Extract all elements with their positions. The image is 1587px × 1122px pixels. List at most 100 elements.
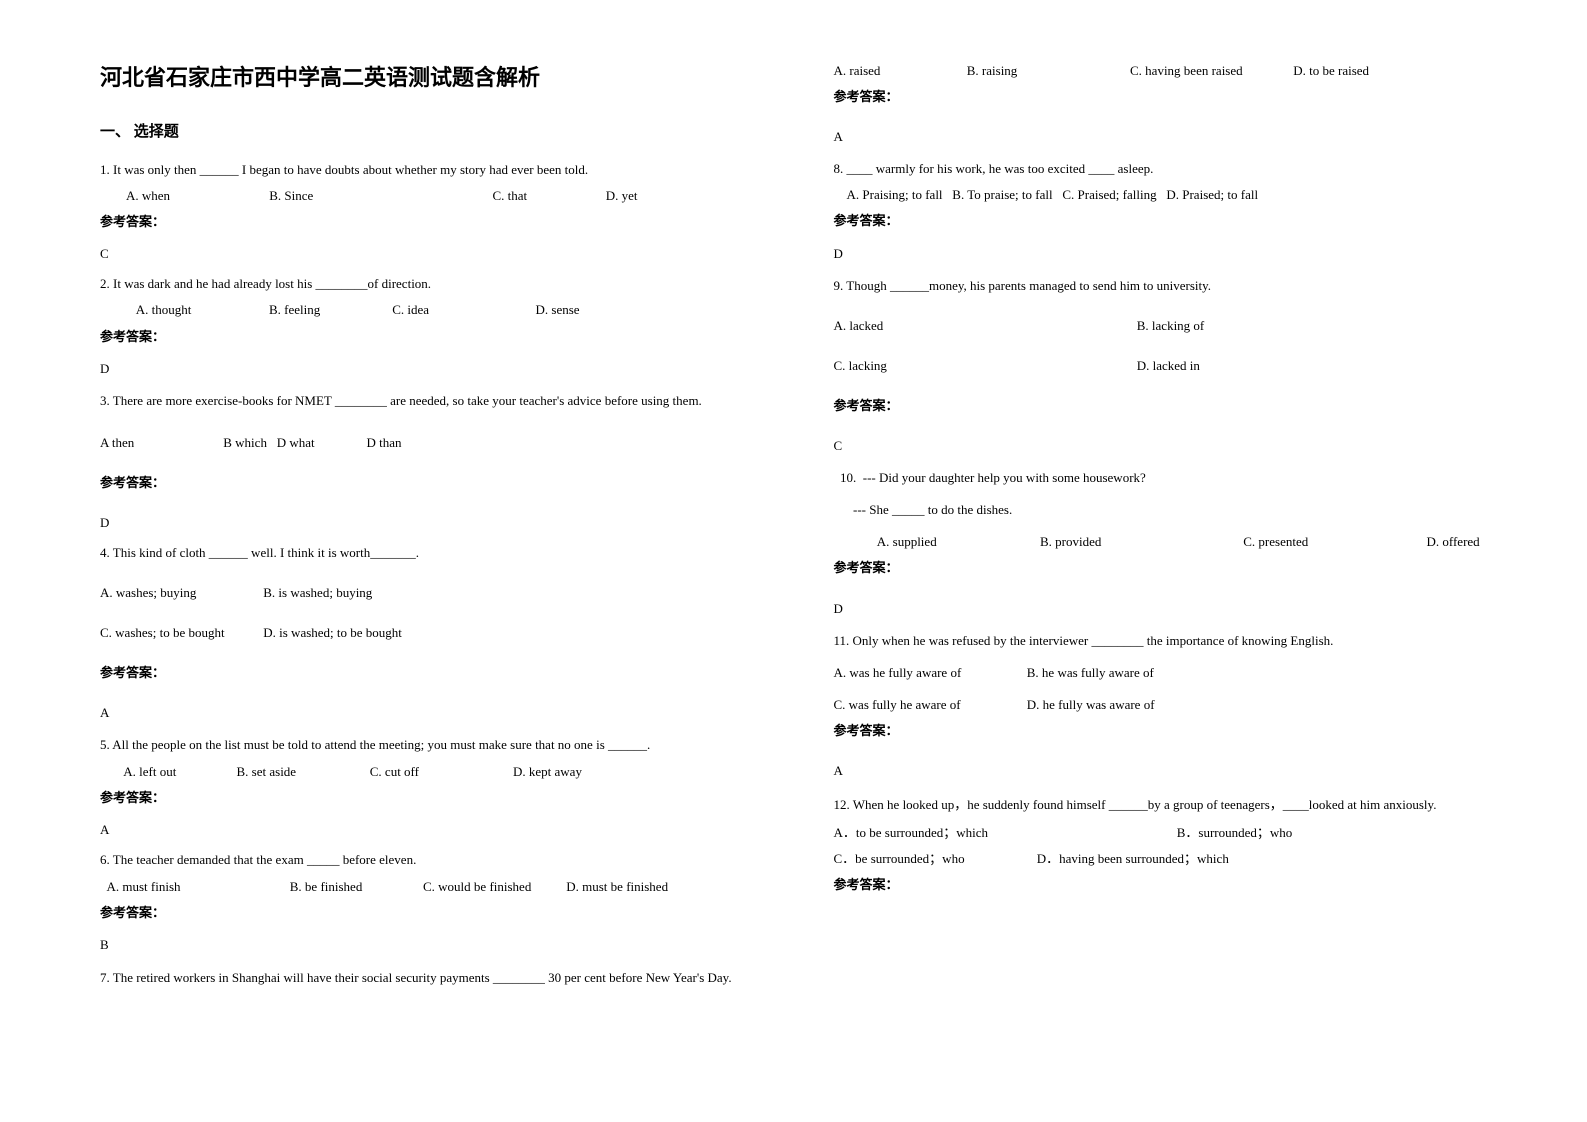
q4-opt-b: B. is washed; buying — [263, 582, 372, 604]
q5-answer-label: 参考答案： — [100, 787, 774, 809]
q1-options: A. when B. Since C. that D. yet — [100, 185, 774, 207]
q3-text: 3. There are more exercise-books for NME… — [100, 388, 774, 414]
q2-opt-c: C. idea — [392, 299, 532, 321]
q2-opt-d: D. sense — [536, 299, 580, 321]
q6-opt-a: A. must finish — [107, 876, 287, 898]
q10-answer-label: 参考答案： — [834, 557, 1508, 579]
q6-answer-label: 参考答案： — [100, 902, 774, 924]
q9-opt-d: D. lacked in — [1137, 355, 1200, 377]
q6-opt-b: B. be finished — [290, 876, 420, 898]
q8-options: A. Praising; to fall B. To praise; to fa… — [834, 184, 1508, 206]
q5-options: A. left out B. set aside C. cut off D. k… — [100, 761, 774, 783]
q2-answer: D — [100, 358, 774, 380]
q9-opt-c: C. lacking — [834, 355, 1134, 377]
q10-opt-d: D. offered — [1427, 531, 1480, 553]
q5-opt-b: B. set aside — [237, 761, 367, 783]
q8-answer-label: 参考答案： — [834, 210, 1508, 232]
q9-text: 9. Though ______money, his parents manag… — [834, 275, 1508, 297]
q5-opt-a: A. left out — [123, 761, 233, 783]
q12-row1: A．to be surrounded；which B．surrounded；wh… — [834, 822, 1508, 844]
q7-text: 7. The retired workers in Shanghai will … — [100, 964, 774, 993]
q12-row2: C．be surrounded；who D．having been surrou… — [834, 848, 1508, 870]
q3-opt-b: B which D what — [223, 432, 363, 454]
q2-text: 2. It was dark and he had already lost h… — [100, 273, 774, 295]
q3-opt-d: D than — [367, 432, 402, 454]
q12-text: 12. When he looked up，he suddenly found … — [834, 792, 1508, 818]
page-container: 河北省石家庄市西中学高二英语测试题含解析 一、 选择题 1. It was on… — [0, 0, 1587, 1122]
q7-answer: A — [834, 126, 1508, 148]
doc-title: 河北省石家庄市西中学高二英语测试题含解析 — [100, 60, 774, 92]
q4-answer-label: 参考答案： — [100, 662, 774, 684]
q1-opt-b: B. Since — [269, 185, 489, 207]
q6-answer: B — [100, 934, 774, 956]
q11-opt-a: A. was he fully aware of — [834, 662, 1024, 684]
q9-row1: A. lacked B. lacking of — [834, 315, 1508, 337]
right-column: A. raised B. raising C. having been rais… — [834, 60, 1508, 1082]
q11-opt-c: C. was fully he aware of — [834, 694, 1024, 716]
q12-answer-label: 参考答案： — [834, 874, 1508, 896]
q1-answer-label: 参考答案： — [100, 211, 774, 233]
q8-answer: D — [834, 243, 1508, 265]
q9-answer: C — [834, 435, 1508, 457]
q2-options: A. thought B. feeling C. idea D. sense — [100, 299, 774, 321]
q6-options: A. must finish B. be finished C. would b… — [100, 876, 774, 898]
q11-answer-label: 参考答案： — [834, 720, 1508, 742]
q10-opt-b: B. provided — [1040, 531, 1240, 553]
q12-opt-a: A．to be surrounded；which — [834, 822, 1174, 844]
q11-text: 11. Only when he was refused by the inte… — [834, 630, 1508, 652]
q8-opt-d: D. Praised; to fall — [1166, 184, 1258, 206]
q6-opt-c: C. would be finished — [423, 876, 563, 898]
opt-indent — [100, 185, 123, 207]
opt-indent — [100, 299, 133, 321]
q11-answer: A — [834, 760, 1508, 782]
q4-row1: A. washes; buying B. is washed; buying — [100, 582, 774, 604]
q4-opt-c: C. washes; to be bought — [100, 622, 260, 644]
q11-opt-d: D. he fully was aware of — [1027, 694, 1155, 716]
q11-row2: C. was fully he aware of D. he fully was… — [834, 694, 1508, 716]
q7-opt-c: C. having been raised — [1130, 60, 1290, 82]
q4-opt-d: D. is washed; to be bought — [263, 622, 402, 644]
q10-text1: 10. --- Did your daughter help you with … — [834, 467, 1508, 489]
q2-answer-label: 参考答案： — [100, 326, 774, 348]
q1-opt-d: D. yet — [606, 185, 638, 207]
q1-opt-c: C. that — [493, 185, 603, 207]
q3-answer-label: 参考答案： — [100, 472, 774, 494]
q1-answer: C — [100, 243, 774, 265]
q1-text: 1. It was only then ______ I began to ha… — [100, 159, 774, 181]
q12-opt-d: D．having been surrounded；which — [1037, 848, 1229, 870]
left-column: 河北省石家庄市西中学高二英语测试题含解析 一、 选择题 1. It was on… — [100, 60, 774, 1082]
q12-opt-c: C．be surrounded；who — [834, 848, 1034, 870]
q2-opt-a: A. thought — [136, 299, 266, 321]
q7-opt-a: A. raised — [834, 60, 964, 82]
q9-row2: C. lacking D. lacked in — [834, 355, 1508, 377]
q8-opt-a: A. Praising; to fall — [847, 184, 943, 206]
q8-text: 8. ____ warmly for his work, he was too … — [834, 158, 1508, 180]
q4-answer: A — [100, 702, 774, 724]
q8-opt-b: B. To praise; to fall — [952, 184, 1052, 206]
q3-options: A then B which D what D than — [100, 432, 774, 454]
q5-opt-d: D. kept away — [513, 761, 582, 783]
q3-opt-a: A then — [100, 432, 220, 454]
q5-opt-c: C. cut off — [370, 761, 510, 783]
q11-opt-b: B. he was fully aware of — [1027, 662, 1154, 684]
q3-answer: D — [100, 512, 774, 534]
q4-opt-a: A. washes; buying — [100, 582, 260, 604]
q10-opt-a: A. supplied — [877, 531, 1037, 553]
q12-opt-b: B．surrounded；who — [1177, 822, 1293, 844]
q10-text2: --- She _____ to do the dishes. — [834, 499, 1508, 521]
q11-row1: A. was he fully aware of B. he was fully… — [834, 662, 1508, 684]
q10-opt-c: C. presented — [1243, 531, 1423, 553]
q8-opt-c: C. Praised; falling — [1062, 184, 1156, 206]
q9-opt-a: A. lacked — [834, 315, 1134, 337]
q6-text: 6. The teacher demanded that the exam __… — [100, 849, 774, 871]
q2-opt-b: B. feeling — [269, 299, 389, 321]
section-header: 一、 选择题 — [100, 120, 774, 141]
q9-answer-label: 参考答案： — [834, 395, 1508, 417]
q7-options: A. raised B. raising C. having been rais… — [834, 60, 1508, 82]
q7-opt-d: D. to be raised — [1293, 60, 1369, 82]
q6-opt-d: D. must be finished — [566, 876, 668, 898]
q7-opt-b: B. raising — [967, 60, 1127, 82]
q4-row2: C. washes; to be bought D. is washed; to… — [100, 622, 774, 644]
q7-answer-label: 参考答案： — [834, 86, 1508, 108]
q9-opt-b: B. lacking of — [1137, 315, 1205, 337]
